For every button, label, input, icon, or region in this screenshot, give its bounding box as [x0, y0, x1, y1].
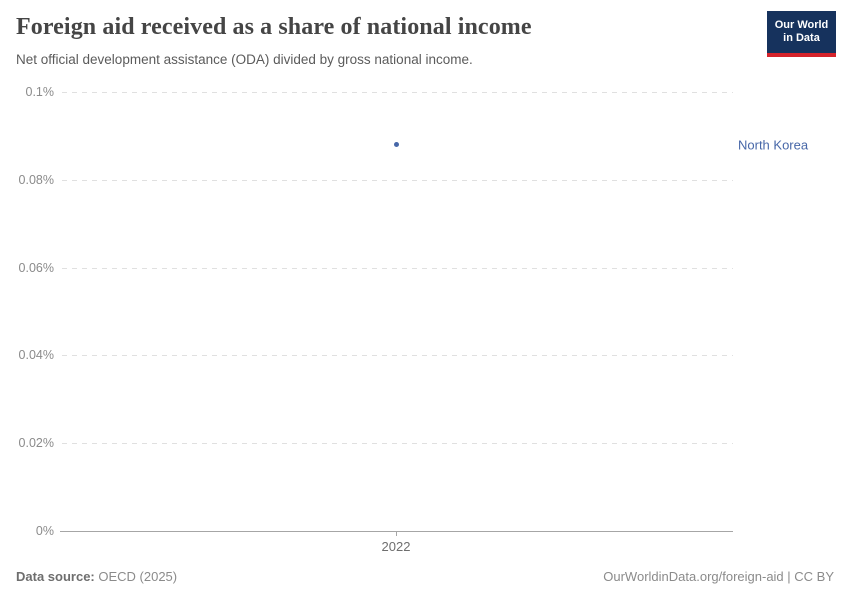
y-axis-tick-label: 0.02% — [18, 436, 54, 451]
x-axis-tick-label: 2022 — [381, 539, 411, 554]
gridline — [62, 267, 733, 269]
owid-logo[interactable]: Our World in Data — [767, 11, 836, 57]
series-label-north-korea[interactable]: North Korea — [738, 137, 809, 153]
y-axis-tick-label: 0.04% — [18, 348, 54, 363]
chart-title: Foreign aid received as a share of natio… — [16, 14, 532, 40]
footer-link[interactable]: OurWorldinData.org/foreign-aid | CC BY — [603, 569, 834, 584]
y-axis-tick-label: 0.08% — [18, 172, 54, 187]
chart-subtitle: Net official development assistance (ODA… — [16, 52, 473, 67]
y-axis-tick-label: 0.1% — [25, 85, 55, 99]
x-axis-tick — [396, 531, 397, 536]
data-source: Data source: OECD (2025) — [16, 569, 177, 584]
y-axis-tick-label: 0% — [35, 524, 54, 538]
owid-logo-red-bar — [767, 53, 836, 57]
gridline — [62, 179, 733, 181]
y-axis-tick-label: 0.06% — [18, 260, 54, 275]
gridline — [62, 92, 733, 93]
data-source-label: Data source: — [16, 569, 95, 584]
data-source-value: OECD (2025) — [94, 569, 178, 584]
owid-logo-line1: Our World — [774, 19, 829, 31]
owid-logo-line2: in Data — [783, 32, 820, 44]
owid-logo-text: Our World in Data — [767, 11, 836, 53]
data-point-north-korea[interactable] — [393, 142, 399, 148]
chart-footer: Data source: OECD (2025) OurWorldinData.… — [16, 569, 834, 584]
gridline — [62, 443, 733, 445]
gridline — [62, 355, 733, 357]
